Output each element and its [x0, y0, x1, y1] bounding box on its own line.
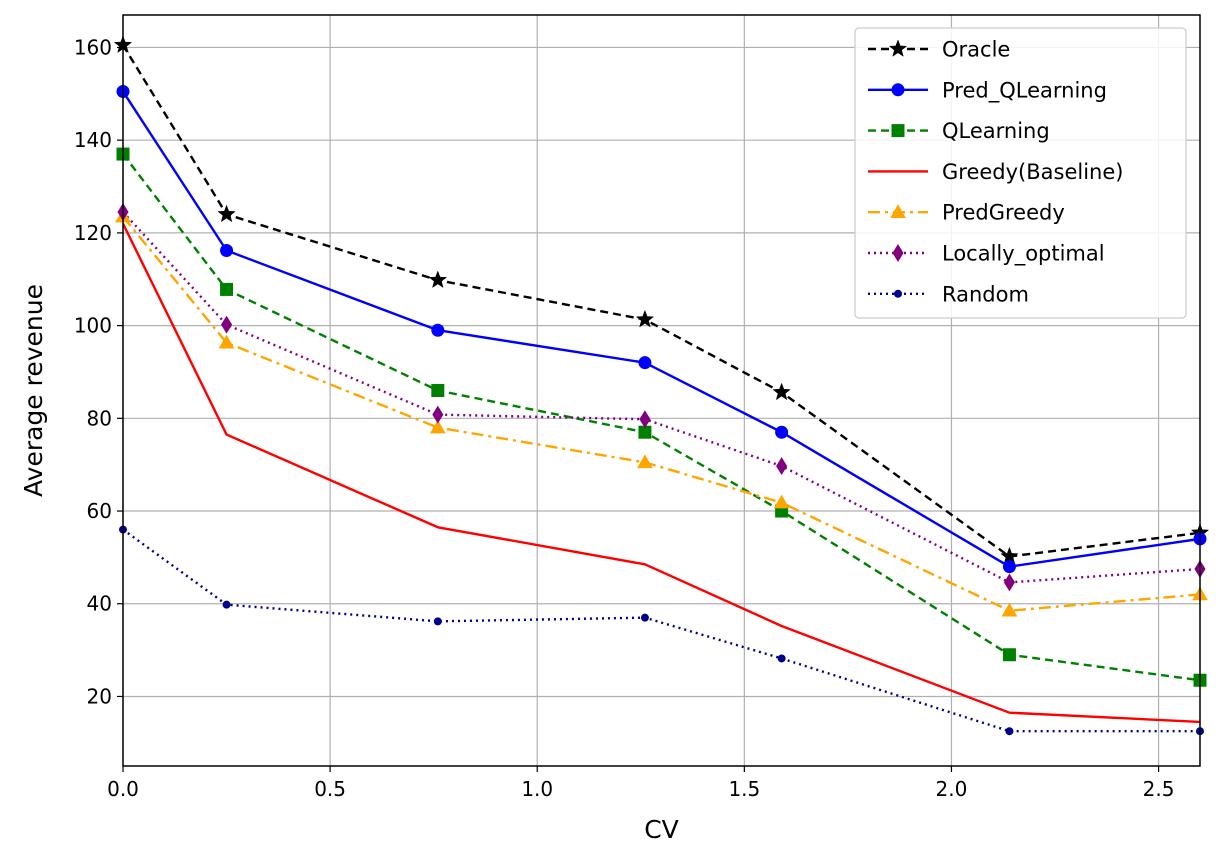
data-point-predgreedy [429, 419, 446, 434]
legend-marker-oracle [888, 39, 908, 57]
data-point-random [222, 600, 231, 609]
x-tick-label: 2.5 [1143, 777, 1175, 801]
legend-label-pred-qlearning: Pred_QLearning [942, 78, 1107, 103]
data-point-predgreedy [218, 334, 235, 349]
y-axis-label: Average revenue [19, 284, 48, 497]
data-point-random [777, 654, 786, 663]
x-tick-label: 2.0 [936, 777, 968, 801]
series-line-random [123, 528, 1200, 733]
legend-label-oracle: Oracle [942, 38, 1010, 62]
data-point-predgreedy [1001, 602, 1018, 617]
data-point-locally-optimal [432, 405, 444, 424]
legend-label-predgreedy: PredGreedy [942, 201, 1065, 225]
x-tick-label: 1.5 [728, 777, 760, 801]
plot-frame [122, 14, 1201, 767]
data-point-random [433, 617, 442, 626]
y-tick-label: 80 [87, 406, 112, 430]
y-tick-label: 160 [74, 35, 112, 59]
data-point-predgreedy [637, 454, 653, 469]
data-point-pred-qlearning [220, 243, 234, 257]
x-tick-label: 0.5 [314, 777, 346, 801]
ticks: 0.0 0.5 1.0 1.5 2.0 2.5 20 40 60 80 100 120 140 160 [74, 35, 1175, 801]
x-axis-label: CV [644, 815, 679, 844]
data-point-locally-optimal [776, 457, 788, 476]
data-point-pred-qlearning [775, 425, 789, 439]
data-point-qlearning [1002, 648, 1016, 662]
legend-marker-pred-qlearning [891, 83, 905, 97]
legend-box [854, 27, 1187, 319]
data-point-oracle [217, 204, 236, 223]
legend-marker-locally-optimal [892, 244, 904, 262]
x-tick-label: 1.0 [521, 777, 553, 801]
data-point-oracle [772, 382, 791, 401]
legend: Oracle Pred_QLearning QLearning Greedy(Base… [854, 27, 1187, 319]
legend-label-greedy-baseline: Greedy(Baseline) [942, 160, 1123, 184]
y-tick-label: 20 [87, 684, 112, 708]
data-point-random [640, 613, 649, 622]
data-point-oracle [635, 309, 655, 328]
data-point-qlearning [220, 282, 234, 296]
legend-marker-random [894, 289, 902, 298]
legend-marker-predgreedy [890, 204, 906, 218]
data-point-locally-optimal [1003, 573, 1016, 592]
legend-label-qlearning: QLearning [942, 119, 1050, 143]
y-tick-label: 60 [87, 499, 112, 523]
legend-label-random: Random [942, 282, 1029, 306]
legend-marker-qlearning [891, 124, 905, 138]
y-tick-label: 100 [74, 314, 112, 338]
data-point-locally-optimal [221, 315, 233, 334]
x-tick-label: 0.0 [107, 777, 139, 801]
data-point-pred-qlearning [431, 323, 445, 337]
data-point-oracle [428, 270, 448, 289]
legend-label-locally-optimal: Locally_optimal [942, 242, 1105, 267]
y-tick-label: 140 [74, 128, 112, 152]
series-line-greedy-baseline [123, 223, 1200, 724]
y-tick-label: 120 [74, 221, 112, 245]
data-point-qlearning [431, 384, 445, 397]
data-point-locally-optimal [639, 410, 651, 429]
data-point-random [1005, 727, 1014, 736]
y-tick-label: 40 [87, 592, 112, 616]
data-point-predgreedy [773, 494, 790, 509]
data-point-pred-qlearning [1002, 560, 1016, 574]
data-point-pred-qlearning [638, 356, 652, 370]
